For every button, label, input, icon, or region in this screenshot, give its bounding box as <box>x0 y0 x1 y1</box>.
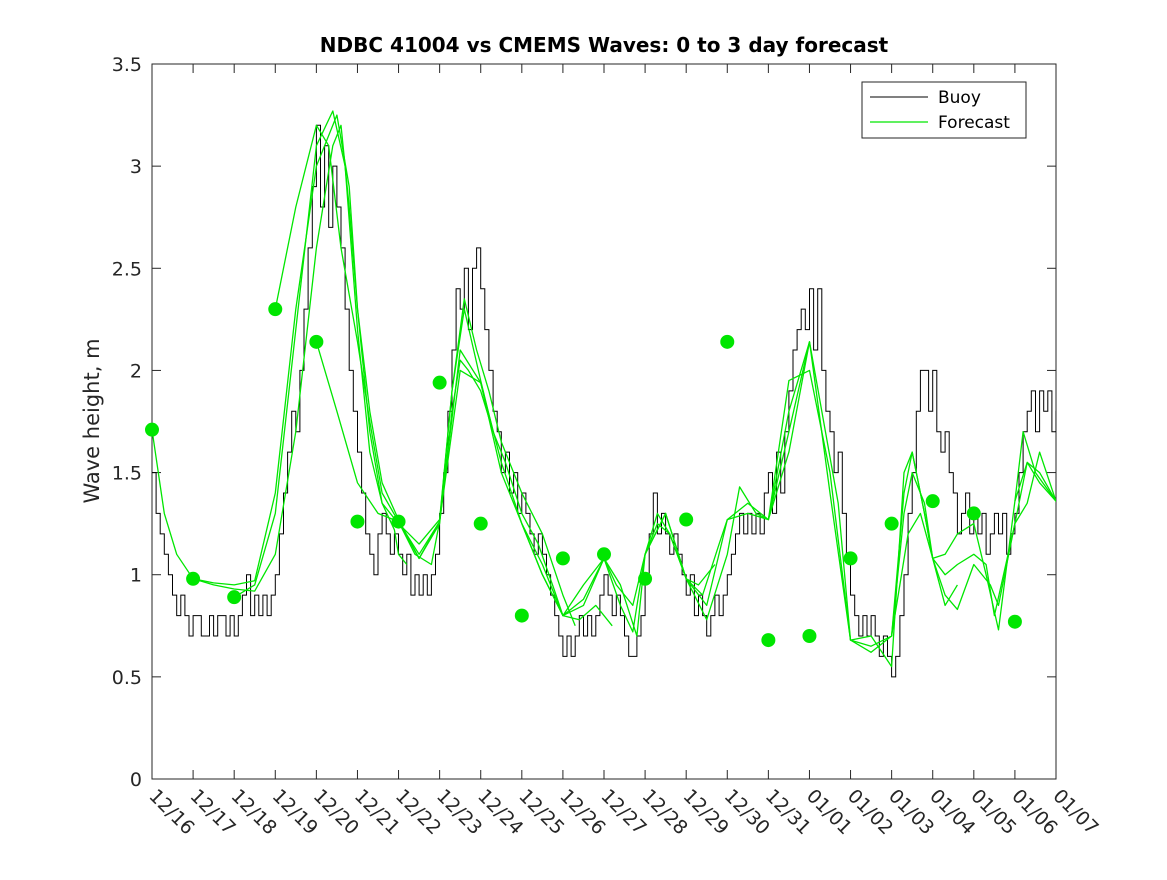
x-tick-label: 01/03 <box>884 785 938 839</box>
forecast-marker <box>555 551 570 566</box>
forecast-marker <box>761 633 776 648</box>
x-tick-label: 12/17 <box>186 785 240 839</box>
series-line-buoy <box>152 124 1056 678</box>
x-tick-label: 12/20 <box>309 785 363 839</box>
forecast-marker <box>432 375 447 390</box>
chart-title: NDBC 41004 vs CMEMS Waves: 0 to 3 day fo… <box>320 33 889 57</box>
x-tick-label: 01/02 <box>843 785 897 839</box>
forecast-marker <box>514 608 529 623</box>
y-tick-label: 3 <box>130 156 142 178</box>
x-tick-label: 12/30 <box>720 785 774 839</box>
x-tick-label: 12/28 <box>638 785 692 839</box>
y-tick-label: 1.5 <box>112 463 142 485</box>
legend-label-buoy: Buoy <box>938 88 981 108</box>
x-tick-label: 12/27 <box>596 785 650 839</box>
forecast-marker <box>350 514 365 529</box>
series-line-forecast <box>233 110 576 627</box>
plot-area: 12/1612/1712/1812/1912/2012/2112/2212/23… <box>112 54 1103 839</box>
forecast-marker <box>720 334 735 349</box>
x-tick-label: 12/16 <box>144 785 198 839</box>
forecast-marker <box>473 516 488 531</box>
forecast-marker <box>925 494 940 509</box>
series-line-forecast <box>521 341 958 653</box>
forecast-marker <box>227 590 242 605</box>
x-tick-label: 01/01 <box>802 785 856 839</box>
x-tick-label: 12/24 <box>473 785 527 839</box>
series-line-forecast <box>890 431 1056 637</box>
series-line-forecast <box>315 341 716 617</box>
legend-label-forecast: Forecast <box>938 113 1010 133</box>
x-tick-label: 12/31 <box>761 785 815 839</box>
forecast-marker <box>186 571 201 586</box>
forecast-marker <box>1007 614 1022 629</box>
x-tick-label: 12/21 <box>350 785 404 839</box>
x-tick-label: 12/29 <box>679 785 733 839</box>
x-tick-label: 12/22 <box>391 785 445 839</box>
x-tick-label: 01/04 <box>925 785 979 839</box>
x-tick-label: 12/23 <box>432 785 486 839</box>
y-axis-label: Wave height, m <box>80 338 104 503</box>
x-tick-label: 01/06 <box>1007 785 1061 839</box>
forecast-marker <box>391 514 406 529</box>
y-tick-label: 0 <box>130 769 142 791</box>
forecast-marker <box>309 334 324 349</box>
forecast-marker <box>268 302 283 317</box>
x-tick-label: 12/26 <box>555 785 609 839</box>
x-tick-label: 01/05 <box>966 785 1020 839</box>
x-tick-label: 12/18 <box>227 785 281 839</box>
forecast-marker <box>802 629 817 643</box>
series-line-forecast <box>192 114 494 586</box>
series-line-forecast <box>274 124 613 627</box>
x-tick-label: 12/25 <box>514 785 568 839</box>
forecast-marker <box>597 547 611 562</box>
forecast-marker <box>884 516 899 531</box>
y-tick-label: 0.5 <box>112 667 142 689</box>
y-tick-label: 2 <box>130 360 142 382</box>
x-tick-label: 12/19 <box>268 785 322 839</box>
forecast-marker <box>843 551 858 566</box>
y-tick-label: 1 <box>130 565 142 587</box>
forecast-marker <box>638 571 653 586</box>
y-tick-label: 2.5 <box>112 258 142 280</box>
y-tick-label: 3.5 <box>112 54 142 76</box>
legend-box <box>861 81 1027 139</box>
forecast-marker <box>145 422 159 437</box>
forecast-marker <box>966 506 981 521</box>
legend: Buoy Forecast <box>861 81 1027 139</box>
axes-box <box>151 63 1057 780</box>
series-line-forecast <box>767 341 1056 668</box>
series-line-forecast <box>1014 461 1056 502</box>
x-tick-label: 01/07 <box>1048 785 1102 839</box>
series-line-forecast <box>397 341 811 633</box>
forecast-marker <box>679 512 694 527</box>
